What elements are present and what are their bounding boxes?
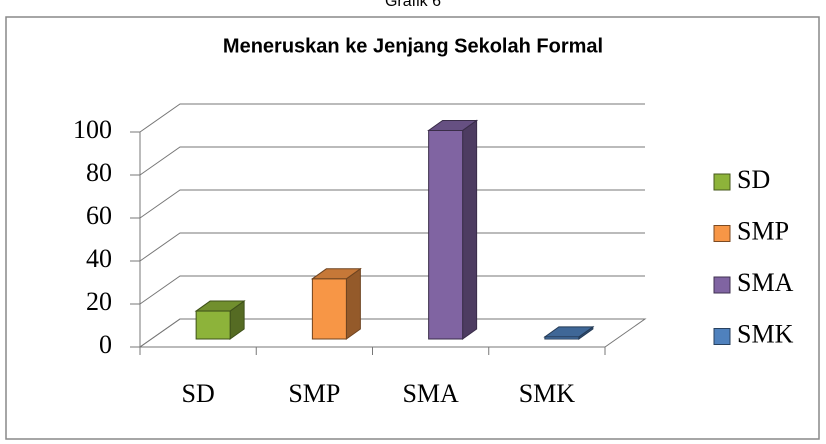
y-tick-label: 40 [86,244,112,273]
x-tick-label: SMP [288,379,340,408]
legend-swatch [713,328,731,345]
grid-line [139,103,645,133]
x-tick-label: SMK [519,379,576,408]
legend-label: SMP [737,216,789,245]
bar-side [462,119,478,340]
legend-swatch [713,276,731,294]
chart-title: Meneruskan ke Jenjang Sekolah Formal [223,35,603,57]
grid-line [139,189,645,219]
legend-label: SD [737,165,770,194]
y-tick-label: 80 [86,158,112,187]
bar-top [194,300,246,312]
bar-top [310,268,362,280]
bar-side [345,267,361,340]
chart-border [5,16,820,440]
y-tick-label: 100 [73,115,112,144]
y-tick-label: 0 [99,330,112,359]
grid-line [139,232,645,262]
legend-label: SMK [737,319,794,348]
x-tick-label: SD [182,379,215,408]
bar-top [543,326,595,338]
y-tick-label: 20 [86,287,112,316]
bar [428,129,464,340]
bar-top [427,119,479,131]
y-tick-label: 60 [86,201,112,230]
legend-label: SMA [737,268,794,297]
caption: Grafik 6 [385,0,441,10]
legend-swatch [713,173,731,191]
legend-swatch [713,225,731,242]
grid-line [139,318,645,348]
bar [195,310,231,340]
grid-line [139,275,645,305]
bar [311,278,347,340]
x-tick-label: SMA [402,379,459,408]
grid-line [139,146,645,176]
